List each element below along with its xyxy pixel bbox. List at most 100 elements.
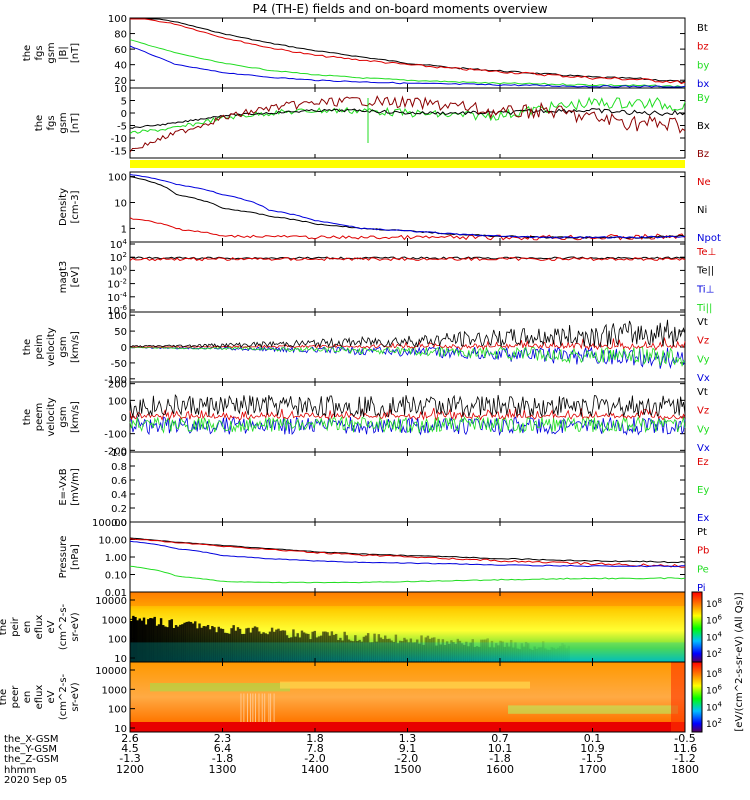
spectrogram-column: [492, 647, 496, 662]
footer-row-label: hhmm: [4, 765, 36, 776]
spectrogram-column: [305, 633, 308, 662]
spectrogram-column: [469, 642, 472, 662]
footer-value: 9.1: [399, 742, 417, 755]
spectrogram-column: [480, 639, 483, 662]
colorbar: [691, 591, 703, 663]
y-tick-label: 10: [114, 199, 127, 210]
spectrogram-column: [183, 622, 186, 662]
y-tick-label: 40: [114, 61, 127, 72]
y-tick-label: 20: [114, 76, 127, 87]
spectrogram-column: [300, 630, 304, 662]
spectrogram-column: [142, 617, 146, 662]
y-tick-label: 10: [114, 84, 127, 95]
y-axis-label: the: [0, 689, 9, 705]
footer-value: -0.5: [674, 732, 695, 745]
y-axis-label: the: [22, 45, 33, 61]
colorbar-tick: 106: [706, 684, 722, 697]
legend-Bx: Bx: [697, 121, 710, 132]
y-axis-label: peem: [34, 403, 45, 431]
y-tick-label: 0.8: [111, 462, 127, 473]
spectrogram-column: [151, 618, 154, 662]
footer-row-label: 2020 Sep 05: [4, 775, 67, 786]
spectrogram-column: [488, 647, 492, 662]
y-tick-label: 100: [108, 311, 127, 322]
spectrogram-column: [503, 646, 506, 662]
footer-value: -1.2: [674, 752, 695, 765]
y-axis-label: [cm-3]: [70, 190, 81, 223]
spectrogram-column: [136, 620, 139, 662]
spectrogram-column: [226, 633, 229, 662]
spectrogram-column: [373, 633, 376, 662]
series-Pi: [129, 540, 686, 568]
panel-frame: [129, 241, 686, 313]
footer-value: 1.3: [399, 732, 417, 745]
spectrogram-column: [471, 639, 474, 662]
y-tick-label: 104: [110, 238, 128, 251]
spectrogram-edge: [671, 662, 685, 732]
y-axis-label: |B|: [58, 46, 69, 60]
spectrogram-column: [196, 628, 199, 662]
spectrogram-column: [358, 639, 361, 662]
series-Vt: [129, 394, 686, 418]
y-axis-label: peim: [34, 334, 45, 359]
spectrogram-column: [349, 640, 353, 662]
spectrogram-column: [422, 644, 425, 662]
spectrogram-column: [381, 639, 385, 662]
spectrogram-column: [277, 628, 280, 662]
spectrogram-column: [174, 625, 178, 662]
spectrogram-column: [390, 640, 393, 662]
spectrogram-column: [302, 632, 306, 662]
spectrogram-column: [153, 616, 156, 662]
spectrogram-column: [384, 635, 387, 662]
spectrogram-column: [377, 634, 381, 662]
y-axis-label: [nT]: [70, 43, 81, 63]
spectrogram-column: [313, 630, 317, 662]
y-tick-label: 200: [108, 380, 127, 391]
y-tick-label: 0.01: [105, 588, 127, 599]
y-axis-label: the: [34, 115, 45, 131]
y-axis-label: the: [0, 619, 9, 635]
y-tick-label: 1.00: [105, 553, 127, 564]
spectrogram-column: [292, 629, 295, 662]
spectrogram-column: [185, 621, 188, 662]
legend-Vz: Vz: [697, 336, 709, 347]
spectrogram-column: [552, 647, 556, 662]
spectrogram-column: [187, 621, 191, 662]
spectrogram-column: [281, 630, 284, 662]
spectrogram-column: [268, 631, 272, 662]
spectrogram-column: [362, 636, 366, 662]
footer-value: 0.1: [584, 732, 602, 745]
y-tick-label: 100: [110, 264, 127, 277]
spectrogram-column: [228, 633, 231, 662]
spectrogram-column: [535, 648, 539, 662]
y-axis-label: velocity: [46, 327, 57, 366]
y-axis-label: magt3: [58, 261, 69, 294]
colorbar-tick: 108: [706, 667, 722, 680]
spectrogram-column: [130, 620, 133, 662]
spectrogram-column: [319, 635, 323, 662]
y-tick-label: 10000: [95, 666, 127, 677]
y-axis-label: eflux: [34, 615, 45, 640]
y-axis-label: en: [22, 621, 33, 634]
y-tick-label: 0: [121, 343, 127, 354]
series-Vy: [129, 415, 686, 434]
legend-bx: bx: [697, 79, 709, 90]
footer-value: -1.3: [119, 752, 140, 765]
spectrogram-column: [356, 640, 359, 662]
spectrogram-column: [458, 640, 462, 662]
legend-Vy: Vy: [697, 354, 710, 365]
spectrogram-column: [518, 649, 521, 662]
legend-Ez: Ez: [697, 457, 709, 468]
y-axis-label: (cm^2-s-: [58, 603, 69, 650]
y-tick-label: 50: [114, 327, 127, 338]
y-axis-label: (cm^2-s-: [58, 673, 69, 720]
y-tick-label: 10-6: [107, 304, 127, 317]
spectrogram-column: [245, 628, 248, 662]
spectrogram-redband: [130, 722, 685, 732]
spectrogram-column: [499, 640, 502, 662]
spectrogram-column: [520, 643, 524, 662]
spectrogram-column: [307, 633, 310, 662]
spectrogram-column: [326, 632, 329, 662]
series-Ne: [129, 217, 686, 241]
